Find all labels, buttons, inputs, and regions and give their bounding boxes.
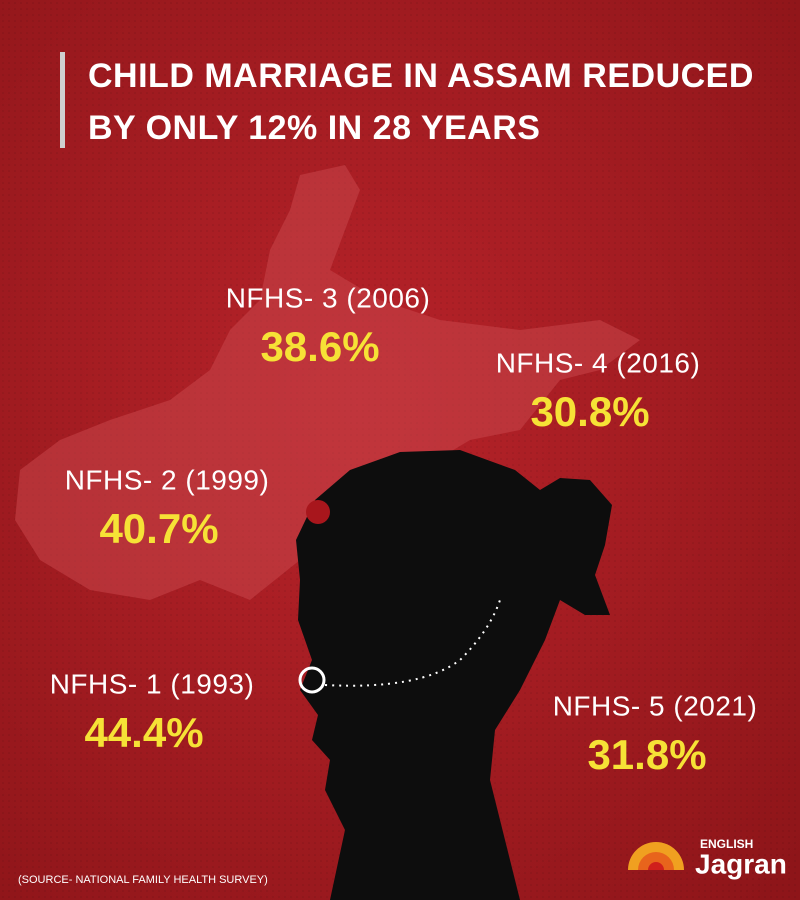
stats: NFHS- 1 (1993) 44.4% NFHS- 2 (1999) 40.7% NF… xyxy=(50,282,758,778)
title-line: CHILD MARRIAGE IN ASSAM REDUCED xyxy=(88,57,754,95)
stat-value: 30.8% xyxy=(530,388,649,435)
stat-label: NFHS- 4 (2016) xyxy=(496,347,701,378)
logo: ENGLISH Jagran xyxy=(628,837,787,879)
title-line: BY ONLY 12% IN 28 YEARS xyxy=(88,109,540,147)
stat-label: NFHS- 2 (1999) xyxy=(65,464,270,495)
logo-sun xyxy=(638,852,674,870)
stat-value: 38.6% xyxy=(260,323,379,370)
stat-label: NFHS- 1 (1993) xyxy=(50,668,255,699)
nose-chain xyxy=(324,599,501,687)
stat-value: 31.8% xyxy=(587,731,706,778)
stat-value: 44.4% xyxy=(84,709,203,756)
stat-value: 40.7% xyxy=(99,505,218,552)
nose-ring xyxy=(298,666,326,694)
source: (SOURCE- NATIONAL FAMILY HEALTH SURVEY) xyxy=(18,874,268,886)
title-bar xyxy=(60,52,65,148)
stat-label: NFHS- 5 (2021) xyxy=(553,690,758,721)
logo-name: Jagran xyxy=(695,848,787,879)
bindi xyxy=(306,500,330,524)
girl-silhouette xyxy=(296,450,612,900)
stat-label: NFHS- 3 (2006) xyxy=(226,282,431,313)
logo-sun xyxy=(648,862,664,870)
assam-map xyxy=(15,165,640,600)
logo-top: ENGLISH xyxy=(700,837,753,851)
